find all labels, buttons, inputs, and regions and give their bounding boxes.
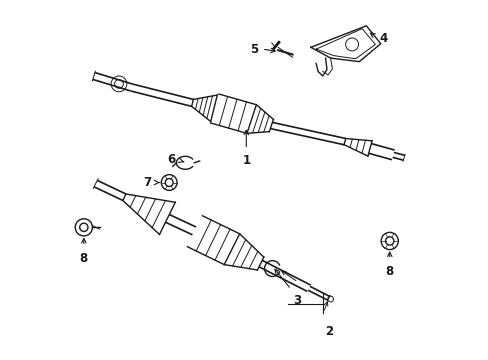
Text: 4: 4 bbox=[378, 32, 386, 45]
Text: 3: 3 bbox=[292, 294, 301, 307]
Text: 5: 5 bbox=[249, 42, 258, 55]
Text: 8: 8 bbox=[80, 252, 88, 265]
Text: 8: 8 bbox=[385, 265, 393, 278]
Text: 6: 6 bbox=[167, 153, 175, 166]
Circle shape bbox=[327, 296, 333, 302]
Text: 1: 1 bbox=[242, 154, 250, 167]
Text: 2: 2 bbox=[324, 325, 332, 338]
Text: 7: 7 bbox=[143, 176, 151, 189]
